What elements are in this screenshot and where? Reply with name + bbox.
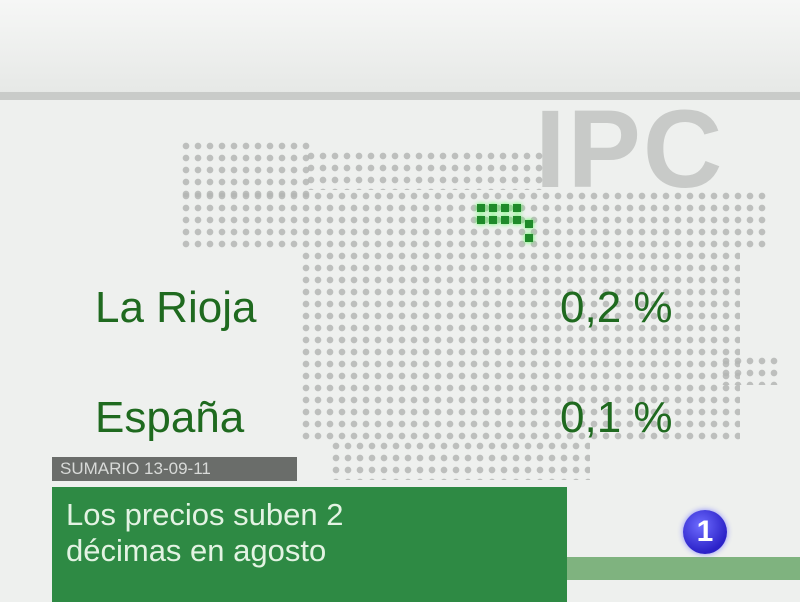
highlight-dot [513,216,521,224]
headline-line: décimas en agosto [66,533,327,568]
map-dots [720,355,780,385]
highlight-dot [513,204,521,212]
section-tag: SUMARIO 13-09-11 [52,457,297,481]
region-value: 0,1 % [560,393,673,442]
map-dots [180,190,770,250]
highlight-dot [501,204,509,212]
region-value: 0,2 % [560,283,673,332]
lower-strip [567,557,800,580]
header-background [0,0,800,95]
highlight-dot [477,204,485,212]
highlight-dot [525,220,533,228]
map-dots [305,150,545,190]
highlight-dot [501,216,509,224]
map-dots [300,250,740,440]
region-label: La Rioja [95,283,257,332]
highlight-dot [525,234,533,242]
headline-line: Los precios suben 2 [66,497,344,532]
region-label: España [95,393,245,442]
headline-box: Los precios suben 2 décimas en agosto [52,487,567,602]
highlight-dot [489,204,497,212]
channel-logo: 1 [683,510,727,554]
header-divider [0,92,800,100]
map-dots [330,440,590,480]
highlight-dot [477,216,485,224]
highlight-dot [489,216,497,224]
ipc-watermark: IPC [535,88,725,211]
